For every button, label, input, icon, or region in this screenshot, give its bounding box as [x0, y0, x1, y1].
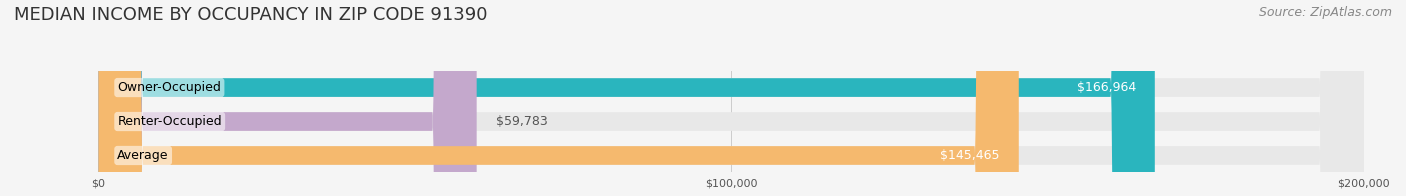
- Text: MEDIAN INCOME BY OCCUPANCY IN ZIP CODE 91390: MEDIAN INCOME BY OCCUPANCY IN ZIP CODE 9…: [14, 6, 488, 24]
- FancyBboxPatch shape: [98, 0, 1364, 196]
- FancyBboxPatch shape: [98, 0, 1364, 196]
- Text: Owner-Occupied: Owner-Occupied: [118, 81, 221, 94]
- FancyBboxPatch shape: [98, 0, 1019, 196]
- Text: Renter-Occupied: Renter-Occupied: [118, 115, 222, 128]
- Text: $59,783: $59,783: [496, 115, 547, 128]
- FancyBboxPatch shape: [98, 0, 1154, 196]
- FancyBboxPatch shape: [98, 0, 477, 196]
- Text: Source: ZipAtlas.com: Source: ZipAtlas.com: [1258, 6, 1392, 19]
- FancyBboxPatch shape: [98, 0, 1364, 196]
- Text: $166,964: $166,964: [1077, 81, 1136, 94]
- Text: Average: Average: [118, 149, 169, 162]
- Text: $145,465: $145,465: [941, 149, 1000, 162]
